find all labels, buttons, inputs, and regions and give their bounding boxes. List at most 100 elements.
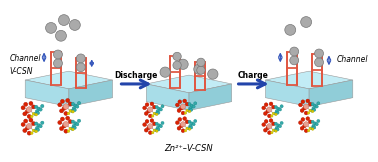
Circle shape	[71, 110, 74, 113]
Circle shape	[177, 109, 181, 112]
Circle shape	[40, 104, 44, 108]
Circle shape	[26, 107, 32, 112]
Circle shape	[301, 118, 305, 121]
Circle shape	[312, 107, 315, 110]
Circle shape	[267, 107, 272, 112]
Circle shape	[59, 109, 64, 113]
Circle shape	[149, 131, 152, 134]
Circle shape	[72, 107, 76, 110]
Circle shape	[29, 101, 33, 105]
Circle shape	[183, 117, 187, 121]
Circle shape	[184, 112, 187, 114]
Circle shape	[34, 112, 37, 116]
Circle shape	[68, 102, 72, 106]
Circle shape	[299, 103, 302, 107]
Circle shape	[32, 129, 35, 132]
Circle shape	[313, 104, 317, 107]
Text: Channel: Channel	[9, 54, 41, 63]
Circle shape	[156, 113, 158, 116]
Circle shape	[76, 123, 79, 126]
Circle shape	[156, 130, 158, 132]
Circle shape	[188, 110, 191, 113]
Circle shape	[31, 115, 33, 118]
Circle shape	[173, 61, 181, 69]
Circle shape	[175, 121, 179, 124]
Circle shape	[69, 127, 71, 130]
Circle shape	[27, 131, 31, 135]
Circle shape	[158, 107, 161, 110]
Circle shape	[279, 108, 282, 111]
Circle shape	[314, 49, 324, 58]
Circle shape	[180, 124, 183, 128]
Circle shape	[178, 59, 188, 69]
Circle shape	[36, 126, 39, 130]
Circle shape	[67, 130, 70, 133]
Circle shape	[183, 99, 187, 103]
Circle shape	[304, 104, 309, 109]
Circle shape	[309, 109, 311, 112]
Circle shape	[34, 129, 37, 132]
Circle shape	[36, 110, 39, 113]
Circle shape	[310, 109, 313, 112]
Polygon shape	[146, 75, 232, 93]
Circle shape	[317, 102, 320, 105]
Circle shape	[58, 121, 62, 125]
Circle shape	[186, 109, 188, 112]
Polygon shape	[146, 84, 189, 110]
Circle shape	[301, 17, 311, 27]
Circle shape	[152, 131, 154, 134]
Circle shape	[54, 50, 62, 59]
Circle shape	[272, 112, 275, 115]
Circle shape	[64, 129, 68, 133]
Circle shape	[40, 121, 44, 124]
Circle shape	[71, 102, 74, 106]
Text: V-CSN: V-CSN	[9, 67, 33, 76]
Circle shape	[178, 118, 182, 121]
Circle shape	[152, 122, 156, 126]
Circle shape	[173, 52, 181, 61]
Circle shape	[143, 106, 146, 110]
Circle shape	[71, 128, 74, 131]
Circle shape	[160, 67, 170, 77]
Circle shape	[191, 104, 194, 107]
Circle shape	[58, 103, 62, 107]
Circle shape	[150, 119, 154, 122]
Circle shape	[271, 131, 273, 134]
Circle shape	[178, 100, 182, 104]
Circle shape	[60, 99, 64, 103]
Circle shape	[60, 117, 64, 121]
Text: Channel: Channel	[337, 55, 369, 64]
Circle shape	[71, 120, 74, 123]
Circle shape	[161, 105, 164, 108]
Circle shape	[275, 130, 277, 132]
Circle shape	[29, 118, 33, 122]
Circle shape	[66, 98, 70, 103]
Circle shape	[66, 116, 70, 120]
Circle shape	[181, 111, 185, 115]
Circle shape	[37, 107, 40, 110]
Circle shape	[285, 24, 296, 35]
Circle shape	[159, 108, 163, 111]
Circle shape	[274, 106, 277, 109]
Circle shape	[185, 120, 189, 124]
Circle shape	[299, 121, 302, 124]
Circle shape	[274, 122, 277, 125]
Circle shape	[266, 109, 270, 113]
Circle shape	[56, 30, 67, 41]
Polygon shape	[25, 71, 113, 89]
Circle shape	[155, 106, 158, 109]
Circle shape	[180, 104, 186, 109]
Circle shape	[189, 124, 192, 127]
Circle shape	[194, 64, 204, 74]
Circle shape	[307, 129, 310, 132]
Circle shape	[279, 125, 282, 128]
Circle shape	[77, 119, 81, 122]
Circle shape	[150, 102, 154, 106]
Circle shape	[267, 124, 272, 129]
Circle shape	[184, 129, 187, 132]
Circle shape	[157, 128, 160, 131]
Circle shape	[39, 108, 42, 111]
Text: Zn²⁺–V-CSN: Zn²⁺–V-CSN	[165, 144, 213, 153]
Circle shape	[39, 125, 42, 128]
Polygon shape	[265, 80, 309, 107]
